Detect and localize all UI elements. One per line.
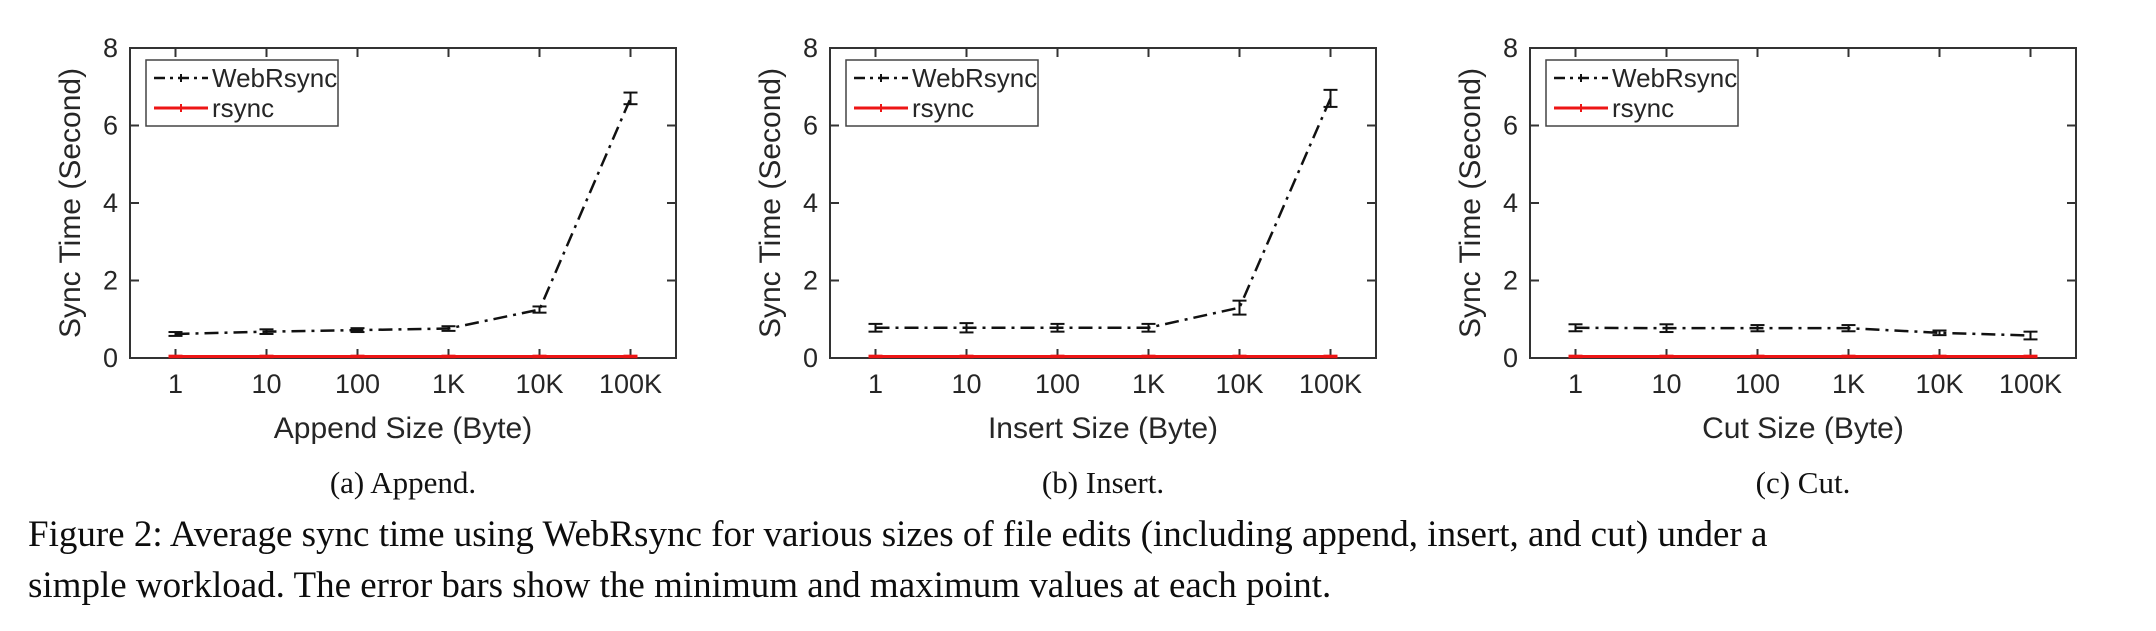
x-axis-label: Cut Size (Byte) (1702, 412, 1904, 445)
y-tick-label: 8 (1503, 33, 1518, 63)
x-tick-label: 100K (1299, 369, 1362, 399)
legend-box (1545, 59, 1739, 127)
legend-label-webrsync: WebRsync (1612, 63, 1737, 93)
x-tick-label: 100K (599, 369, 662, 399)
chart-cut: 0 2 4 6 8 1 10 100 1K 10K 100K Cut Size (Byte) Sync … (1400, 0, 2156, 463)
series-webrsync (868, 88, 1338, 334)
x-tick-label: 1 (168, 369, 183, 399)
y-tick-label: 8 (803, 33, 818, 63)
x-tick-label: 100 (1735, 369, 1780, 399)
y-axis: 0 2 4 6 8 (1503, 33, 2076, 373)
legend-label-rsync: rsync (1612, 93, 1674, 123)
x-tick-label: 10K (515, 369, 563, 399)
chart-group-insert: 0 2 4 6 8 1 10 100 1K 10K 100K Insert Size (Byte) Sy… (700, 0, 1400, 501)
x-tick-label: 100 (335, 369, 380, 399)
y-axis-label: Sync Time (Second) (54, 68, 87, 338)
chart-group-append: 0 2 4 6 8 1 10 100 1K 10K 100K Append Size (Byte) Sy… (0, 0, 700, 501)
y-tick-label: 4 (1503, 188, 1518, 218)
x-tick-label: 1 (868, 369, 883, 399)
x-axis: 1 10 100 1K 10K 100K (1568, 48, 2062, 399)
legend-box (845, 59, 1039, 127)
y-tick-label: 6 (103, 111, 118, 141)
figure-caption-line-2: simple workload. The error bars show the… (28, 565, 1332, 607)
x-tick-label: 10K (1915, 369, 1963, 399)
x-tick-label: 1K (1132, 369, 1165, 399)
x-axis-label: Insert Size (Byte) (988, 412, 1218, 445)
series-line (875, 97, 1332, 330)
x-tick-label: 1K (432, 369, 465, 399)
y-tick-label: 2 (103, 266, 118, 296)
legend-label-rsync: rsync (212, 93, 274, 123)
figure-caption-line-1: Figure 2: Average sync time using WebRsy… (28, 514, 1768, 555)
legend-box (145, 59, 339, 127)
series-webrsync (168, 91, 638, 337)
y-tick-label: 4 (103, 188, 118, 218)
series-rsync (168, 354, 638, 359)
chart-svg-1: 0 2 4 6 8 1 10 100 1K 10K 100K Insert Size (Byte) Sy… (754, 33, 1377, 445)
x-tick-label: 10 (951, 369, 981, 399)
subcaption-c: (c) Cut. (1755, 465, 1851, 500)
figure-caption: Figure 2: Average sync time using WebRsy… (0, 509, 2156, 611)
y-tick-label: 0 (1503, 343, 1518, 373)
y-axis-label: Sync Time (Second) (754, 68, 787, 338)
x-axis: 1 10 100 1K 10K 100K (168, 48, 662, 399)
chart-insert: 0 2 4 6 8 1 10 100 1K 10K 100K Insert Size (Byte) Sy… (700, 0, 1400, 463)
y-tick-label: 8 (103, 33, 118, 63)
y-tick-label: 4 (803, 188, 818, 218)
legend-label-webrsync: WebRsync (212, 63, 337, 93)
series-webrsync (1568, 323, 2038, 341)
legend-label-webrsync: WebRsync (912, 63, 1037, 93)
series-rsync (868, 354, 1338, 359)
x-tick-label: 10 (251, 369, 281, 399)
legend-label-rsync: rsync (912, 93, 974, 123)
chart-group-cut: 0 2 4 6 8 1 10 100 1K 10K 100K Cut Size (Byte) Sync … (1400, 0, 2156, 501)
y-tick-label: 2 (803, 266, 818, 296)
charts-row: 0 2 4 6 8 1 10 100 1K 10K 100K Append Size (Byte) Sy… (0, 0, 2156, 501)
x-tick-label: 10 (1651, 369, 1681, 399)
x-tick-label: 1 (1568, 369, 1583, 399)
series-line (1575, 326, 2031, 337)
y-tick-label: 6 (1503, 111, 1518, 141)
y-tick-label: 0 (803, 343, 818, 373)
y-axis: 0 2 4 6 8 (103, 33, 676, 373)
subcaption-b: (b) Insert. (1041, 465, 1165, 500)
series-rsync (1568, 354, 2038, 359)
x-tick-label: 100K (1999, 369, 2062, 399)
x-tick-label: 1K (1832, 369, 1865, 399)
chart-svg-0: 0 2 4 6 8 1 10 100 1K 10K 100K Append Size (Byte) Sy… (54, 33, 677, 445)
series-line (175, 97, 632, 336)
subcaption-a: (a) Append. (329, 465, 477, 500)
chart-append: 0 2 4 6 8 1 10 100 1K 10K 100K Append Size (Byte) Sy… (0, 0, 700, 463)
x-tick-label: 100 (1035, 369, 1080, 399)
x-tick-label: 10K (1215, 369, 1263, 399)
y-tick-label: 0 (103, 343, 118, 373)
y-axis-label: Sync Time (Second) (1454, 68, 1487, 338)
y-axis: 0 2 4 6 8 (803, 33, 1376, 373)
x-axis-label: Append Size (Byte) (274, 412, 532, 445)
chart-svg-2: 0 2 4 6 8 1 10 100 1K 10K 100K Cut Size (Byte) Sync … (1454, 33, 2077, 445)
y-tick-label: 6 (803, 111, 818, 141)
y-tick-label: 2 (1503, 266, 1518, 296)
